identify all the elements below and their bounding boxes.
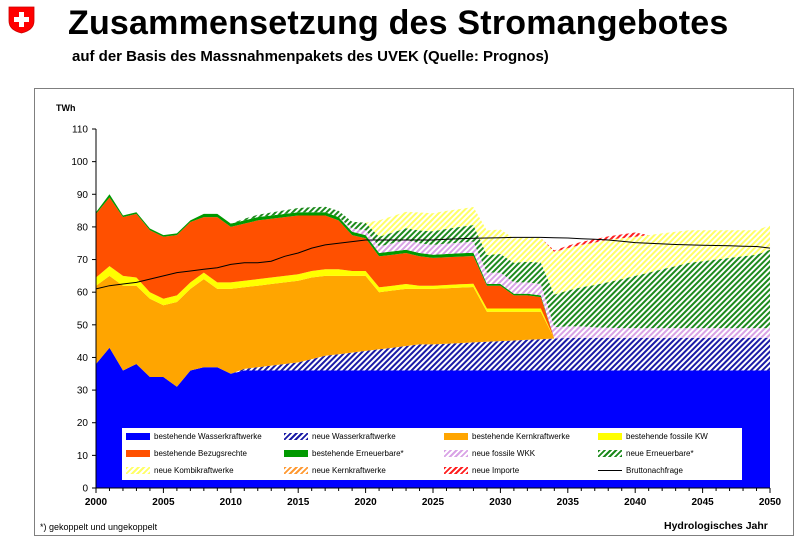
y-tick-label: 110	[72, 125, 88, 136]
legend-label: neue Importe	[472, 465, 520, 475]
legend-swatch	[126, 432, 150, 440]
x-tick-label: 2025	[422, 497, 445, 508]
page-subtitle: auf der Basis des Massnahmenpakets des U…	[72, 48, 549, 65]
legend-item: bestehende Kernkraftwerke	[444, 430, 570, 442]
swiss-flag-icon	[8, 6, 35, 34]
legend-item: neue Wasserkraftwerke	[284, 430, 396, 442]
legend-swatch	[284, 466, 308, 474]
legend-label: bestehende Wasserkraftwerke	[154, 431, 262, 441]
y-axis-label: TWh	[56, 103, 76, 113]
legend-swatch	[284, 432, 308, 440]
x-tick-label: 2000	[85, 497, 108, 508]
x-tick-label: 2030	[489, 497, 512, 508]
area-series-3	[96, 266, 770, 339]
legend-item: neue Kernkraftwerke	[284, 464, 386, 476]
legend-item: neue Importe	[444, 464, 519, 476]
x-tick-label: 2050	[759, 497, 782, 508]
legend-label: bestehende Kernkraftwerke	[472, 431, 570, 441]
x-tick-label: 2005	[152, 497, 175, 508]
footnote: *) gekoppelt und ungekoppelt	[40, 522, 158, 532]
legend-item: neue Kombikraftwerke	[126, 464, 234, 476]
area-series-2	[96, 275, 770, 387]
legend-swatch	[598, 449, 622, 457]
y-tick-label: 40	[77, 353, 89, 364]
y-tick-label: 10	[77, 451, 89, 462]
legend-item: bestehende Bezugsrechte	[126, 447, 247, 459]
y-tick-label: 50	[77, 320, 89, 331]
legend-item: Bruttonachfrage	[598, 464, 683, 476]
legend-label: neue Kombikraftwerke	[154, 465, 234, 475]
y-tick-label: 30	[77, 386, 89, 397]
legend-swatch	[598, 432, 622, 440]
x-tick-label: 2010	[220, 497, 243, 508]
legend-item: bestehende Wasserkraftwerke	[126, 430, 262, 442]
y-tick-label: 20	[77, 418, 89, 429]
page-title: Zusammensetzung des Stromangebotes	[68, 4, 729, 42]
area-series-4	[96, 197, 770, 339]
chart-legend: bestehende Wasserkraftwerke neue Wasserkr…	[122, 428, 742, 480]
y-tick-label: 90	[77, 190, 89, 201]
legend-label: neue Kernkraftwerke	[312, 465, 386, 475]
y-tick-label: 80	[77, 222, 89, 233]
legend-swatch	[126, 449, 150, 457]
y-tick-label: 70	[77, 255, 89, 266]
area-series-8	[96, 194, 770, 295]
legend-item: bestehende fossile KW	[598, 430, 708, 442]
legend-label: neue fossile WKK	[472, 448, 536, 458]
demand-line	[95, 236, 771, 290]
legend-swatch	[444, 449, 468, 457]
y-tick-label: 100	[71, 157, 88, 168]
legend-label: bestehende Bezugsrechte	[154, 448, 247, 458]
x-tick-label: 2045	[691, 497, 714, 508]
x-tick-label: 2040	[624, 497, 647, 508]
legend-label: neue Wasserkraftwerke	[312, 431, 396, 441]
legend-swatch	[444, 466, 468, 474]
y-tick-label: 60	[77, 288, 89, 299]
legend-label: neue Erneuerbare*	[626, 448, 694, 458]
area-series-7	[96, 194, 770, 329]
legend-item: neue fossile WKK	[444, 447, 535, 459]
legend-item: neue Erneuerbare*	[598, 447, 694, 459]
y-tick-label: 0	[82, 484, 88, 495]
legend-swatch	[284, 449, 308, 457]
area-series-1	[96, 337, 770, 387]
x-tick-label: 2015	[287, 497, 310, 508]
legend-swatch	[126, 466, 150, 474]
legend-swatch	[444, 432, 468, 440]
legend-label: bestehende Erneuerbare*	[312, 448, 404, 458]
legend-swatch	[598, 469, 622, 471]
x-axis-label: Hydrologisches Jahr	[664, 520, 768, 532]
legend-label: Bruttonachfrage	[626, 465, 683, 475]
legend-item: bestehende Erneuerbare*	[284, 447, 404, 459]
legend-label: bestehende fossile KW	[626, 431, 708, 441]
x-tick-label: 2020	[354, 497, 377, 508]
x-tick-label: 2035	[557, 497, 580, 508]
